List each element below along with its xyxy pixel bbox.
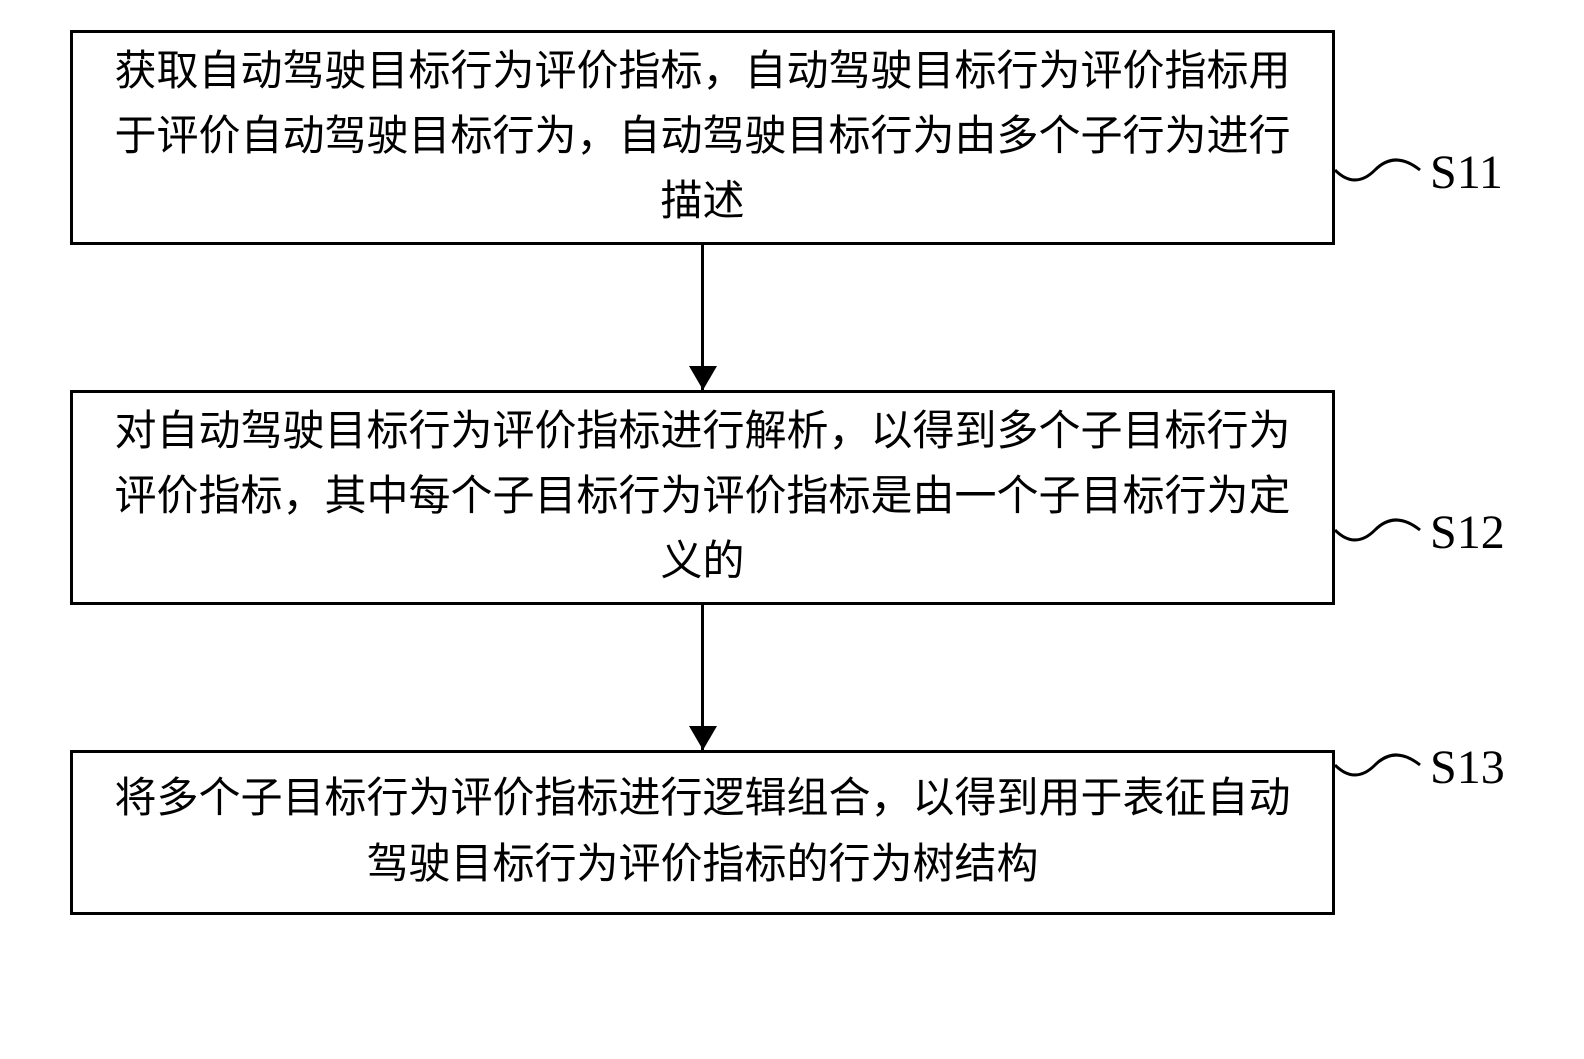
node-1-label: S11 xyxy=(1430,145,1503,200)
node-2-label: S12 xyxy=(1430,505,1505,560)
arrow-1 xyxy=(70,245,1335,390)
connector-curve-2 xyxy=(1335,505,1425,555)
flowchart-node-2: 对自动驾驶目标行为评价指标进行解析，以得到多个子目标行为评价指标，其中每个子目标… xyxy=(70,390,1335,605)
arrow-2 xyxy=(70,605,1335,750)
node-1-text: 获取自动驾驶目标行为评价指标，自动驾驶目标行为评价指标用于评价自动驾驶目标行为，… xyxy=(73,22,1332,253)
connector-curve-3 xyxy=(1335,740,1425,790)
connector-curve-1 xyxy=(1335,145,1425,195)
node-3-text: 将多个子目标行为评价指标进行逻辑组合，以得到用于表征自动驾驶目标行为评价指标的行… xyxy=(73,749,1332,915)
node-3-label: S13 xyxy=(1430,740,1505,795)
flowchart-node-1: 获取自动驾驶目标行为评价指标，自动驾驶目标行为评价指标用于评价自动驾驶目标行为，… xyxy=(70,30,1335,245)
node-2-text: 对自动驾驶目标行为评价指标进行解析，以得到多个子目标行为评价指标，其中每个子目标… xyxy=(73,382,1332,613)
flowchart-node-3: 将多个子目标行为评价指标进行逻辑组合，以得到用于表征自动驾驶目标行为评价指标的行… xyxy=(70,750,1335,915)
